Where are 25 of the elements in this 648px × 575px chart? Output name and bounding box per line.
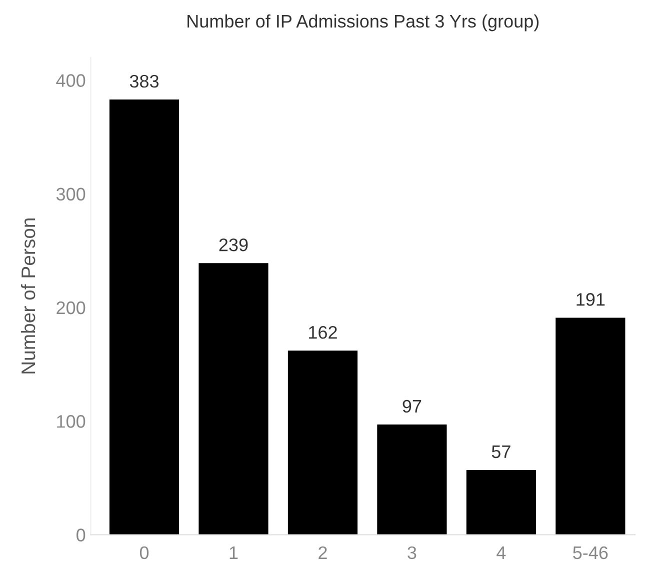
chart-title: Number of IP Admissions Past 3 Yrs (group) — [188, 14, 539, 32]
x-tick-label: 0 — [140, 546, 149, 560]
y-tick-label: 0 — [76, 528, 86, 542]
y-tick-label: 200 — [56, 301, 86, 314]
y-tick-label: 100 — [57, 415, 86, 428]
y-axis-title: Number of Person — [20, 218, 36, 374]
bar — [109, 100, 180, 535]
x-tick-label: 4 — [496, 546, 506, 559]
x-tick-label: 3 — [408, 546, 416, 560]
y-tick-label: 400 — [56, 74, 86, 87]
bar — [288, 350, 358, 535]
x-tick-label: 1 — [230, 546, 238, 559]
bar — [377, 424, 447, 535]
x-tick-label: 2 — [318, 546, 327, 559]
data-label: 383 — [130, 74, 159, 88]
bar — [198, 263, 268, 535]
bar — [466, 470, 536, 535]
data-label: 239 — [219, 238, 248, 252]
x-tick-label: 5-46 — [573, 546, 608, 560]
data-label: 191 — [576, 293, 605, 306]
y-tick-label: 300 — [56, 188, 86, 201]
data-label: 97 — [402, 400, 422, 413]
bar — [556, 318, 626, 535]
data-label: 57 — [492, 445, 510, 458]
data-label: 162 — [309, 326, 337, 339]
